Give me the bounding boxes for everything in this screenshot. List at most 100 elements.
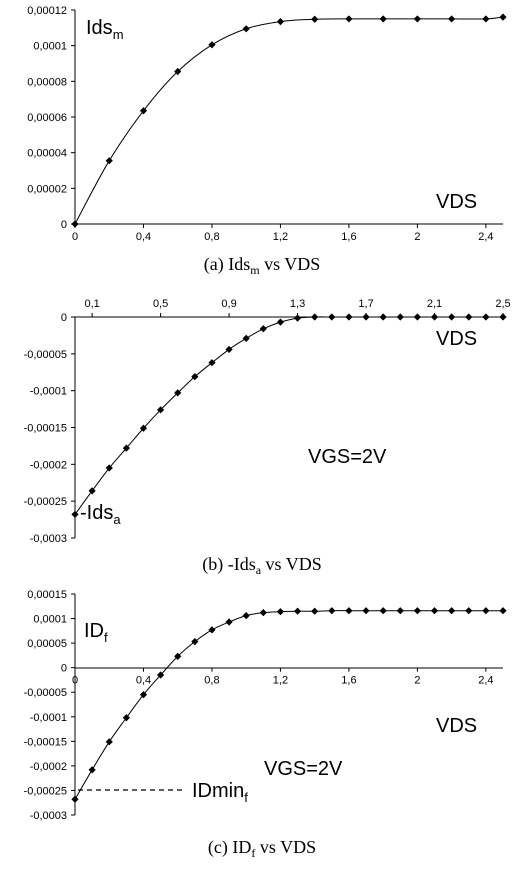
chart-c-data-point (379, 607, 387, 615)
chart-b-data-point (174, 389, 182, 397)
chart-c-data-point (413, 607, 421, 615)
chart-c-data-point (499, 607, 507, 615)
chart-a-data-point (448, 15, 456, 23)
chart-c-y-tick-label: -0,00005 (24, 687, 67, 699)
chart-c-y-tick-label: 0,0001 (33, 614, 67, 626)
chart-b-y-tick-label: -0,00025 (24, 496, 67, 508)
chart-a-data-point (71, 220, 79, 228)
chart-b-data-point (362, 313, 370, 321)
chart-b-data-point (122, 444, 130, 452)
chart-b-data-point (225, 345, 233, 354)
chart-a-x-tick-label: 0,8 (204, 231, 219, 243)
chart-c-data-point (122, 714, 130, 722)
chart-c-data-point (482, 607, 490, 615)
chart-b-x-tick-label: 1,7 (358, 298, 373, 310)
chart-c-data-point (242, 612, 250, 620)
chart-b-y-tick-label: -0,00015 (24, 423, 67, 435)
chart-a-data-point (413, 15, 421, 23)
chart-c-x-tick-label: 0,4 (136, 675, 151, 687)
chart-b-data-point (208, 359, 216, 367)
chart-a-series-label: Idsm (86, 17, 124, 42)
chart-a-data-point (139, 107, 148, 115)
chart-c-data-point (157, 671, 165, 679)
chart-a-axis-label: VDS (436, 191, 477, 213)
chart-b-data-point (311, 313, 319, 321)
chart-c-data-point (328, 607, 336, 615)
chart-c-data-point (311, 607, 319, 615)
chart-b-y-tick-label: -0,0003 (30, 533, 67, 545)
chart-a-x-tick-label: 1,6 (341, 231, 356, 243)
chart-c-data-point (362, 607, 370, 615)
chart-b-data-point (482, 313, 490, 321)
chart-c-data-point (259, 609, 267, 617)
chart-b-x-tick-label: 0,5 (153, 298, 168, 310)
chart-a-y-tick-label: 0 (61, 219, 67, 231)
chart-a-data-point (379, 15, 387, 23)
chart-b-data-point (430, 313, 439, 321)
chart-c-data-point (345, 607, 353, 615)
chart-c-x-tick-label: 1,2 (273, 675, 288, 687)
chart-c-data-point (191, 638, 199, 646)
chart-a-x-tick-label: 2,4 (478, 231, 493, 243)
chart-a-y-tick-label: 0,0001 (33, 41, 67, 53)
chart-c-caption: (c) IDf vs VDS (208, 837, 316, 860)
chart-b-data-point (276, 318, 285, 326)
chart-b-caption: (b) -Idsa vs VDS (202, 554, 322, 577)
chart-b-annotation: VGS=2V (308, 446, 387, 468)
chart-b-data-point (293, 314, 302, 322)
chart-b-data-point (242, 334, 250, 342)
chart-a-y-tick-label: 0,00012 (27, 5, 67, 17)
chart-c-data-point (293, 607, 302, 615)
chart-b-data-point (465, 313, 473, 321)
chart-c-y-tick-label: 0,00005 (27, 638, 67, 650)
chart-a-y-tick-label: 0,00008 (27, 76, 67, 88)
chart-a-data-point (499, 13, 507, 21)
chart-b-y-tick-label: -0,0002 (30, 459, 67, 471)
chart-c-data-point (105, 738, 113, 746)
chart-b-x-tick-label: 2,5 (495, 298, 510, 310)
chart-b-series-label: -Idsa (80, 502, 121, 527)
chart-b-data-point (157, 406, 165, 414)
chart-c-data-point (430, 607, 439, 615)
chart-a-x-tick-label: 2 (414, 231, 420, 243)
chart-a-x-tick-label: 1,2 (273, 231, 288, 243)
chart-a-data-point (482, 15, 490, 23)
chart-c-axis-label: VDS (436, 715, 477, 737)
chart-b-data-point (448, 313, 456, 321)
chart-b-data-point (139, 424, 148, 432)
chart-b-data-point (345, 313, 353, 321)
chart-a-data-point (276, 17, 285, 26)
chart-b-x-tick-label: 2,1 (427, 298, 442, 310)
chart-c-y-tick-label: -0,00025 (24, 785, 67, 797)
chart-c-data-point (225, 618, 233, 626)
chart-b: 0 -0,00005 -0,0001 -0,00015 -0,0002 -0,00025 -… (24, 298, 511, 577)
chart-b-data-point (328, 313, 336, 321)
chart-a: 0 0,00002 0,00004 0,00006 0,00008 0,0001 0,000… (27, 5, 507, 277)
chart-a-y-tick-label: 0,00004 (27, 148, 67, 160)
chart-c-annotation: VGS=2V (264, 758, 343, 780)
chart-c-x-tick-label: 1,6 (341, 675, 356, 687)
chart-c-data-point (208, 626, 216, 634)
chart-c-data-point (88, 766, 96, 774)
chart-c-y-tick-label: -0,00015 (24, 736, 67, 748)
chart-c-y-tick-label: -0,0001 (30, 712, 67, 724)
chart-c-data-point (276, 608, 285, 616)
chart-b-data-point (71, 510, 79, 519)
chart-c-x-tick-label: 0 (72, 675, 78, 687)
chart-a-y-tick-label: 0,00006 (27, 112, 67, 124)
chart-c-data-point (448, 607, 456, 615)
chart-b-data-point (396, 313, 404, 321)
chart-a-data-point (105, 157, 113, 165)
chart-c-y-tick-label: -0,0003 (30, 810, 67, 822)
chart-b-data-point (413, 313, 421, 321)
chart-b-y-tick-label: -0,0001 (30, 386, 67, 398)
chart-c-data-point (174, 652, 182, 660)
chart-c-series-label: IDf (84, 620, 108, 645)
chart-c-data-point (139, 691, 148, 699)
chart-b-y-tick-label: -0,00005 (24, 349, 67, 361)
chart-a-x-tick-label: 0,4 (136, 231, 151, 243)
chart-b-data-point (259, 325, 267, 333)
chart-a-caption: (a) Idsm vs VDS (204, 254, 321, 277)
chart-c-data-point (465, 607, 473, 615)
